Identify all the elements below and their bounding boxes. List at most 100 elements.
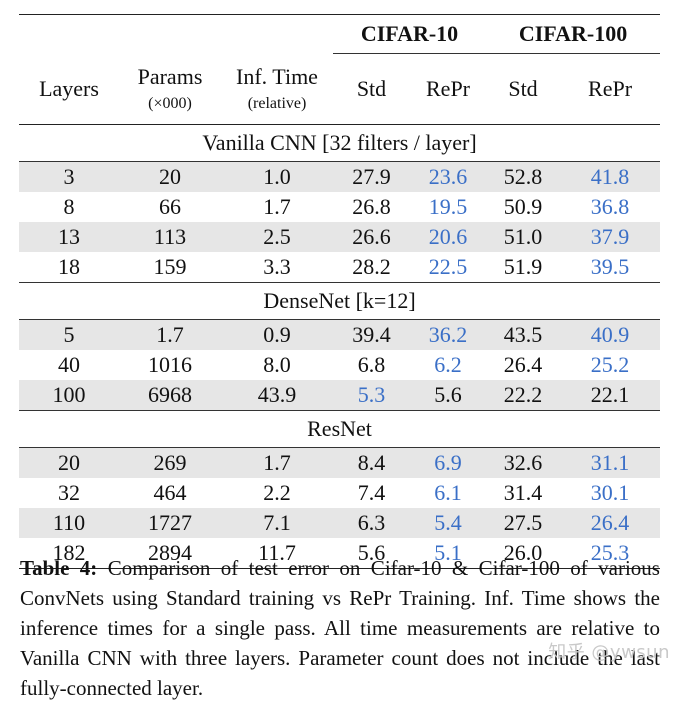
section-header-row: DenseNet [k=12]: [19, 282, 661, 320]
results-table: CIFAR-10 CIFAR-100 Layers Params (×000) …: [19, 14, 661, 569]
params-cell: 159: [153, 254, 187, 279]
cifar100-repr-cell: 31.1: [560, 447, 661, 478]
params-cell: 1.7: [119, 319, 221, 350]
layers-cell: 182: [19, 538, 119, 569]
table-row: 182 2894 11.7 5.6 5.1 26.0 25.3: [19, 538, 661, 569]
layers-cell: 40: [58, 352, 80, 377]
params-cell: 2894: [119, 538, 221, 569]
cifar10-std-cell: 5.6: [333, 538, 410, 569]
cifar100-repr-cell: 40.9: [560, 319, 661, 350]
cifar100-std-cell: 43.5: [486, 319, 561, 350]
params-cell: 269: [119, 447, 221, 478]
params-cell: 66: [159, 194, 181, 219]
cifar100-repr-cell: 25.3: [560, 538, 661, 569]
cifar10-repr-cell: 5.6: [410, 380, 487, 411]
cifar10-std-cell: 39.4: [333, 319, 410, 350]
params-cell: 1727: [119, 508, 221, 538]
cifar100-repr-cell: 26.4: [560, 508, 661, 538]
cifar100-std-cell: 26.0: [486, 538, 561, 569]
inf-time-header-unit: (relative): [247, 95, 307, 113]
cifar10-std-cell: 6.3: [333, 508, 410, 538]
cifar10-repr-cell: 5.4: [410, 508, 487, 538]
cifar100-std-cell: 27.5: [486, 508, 561, 538]
section-title: DenseNet [k=12]: [19, 282, 661, 320]
cifar100-std-cell: 51.0: [486, 222, 561, 252]
layers-cell: 32: [58, 480, 80, 505]
cifar10-std-cell: 26.8: [352, 194, 391, 219]
watermark: 知乎 @ywsun: [548, 642, 670, 663]
layers-cell: 18: [58, 254, 80, 279]
cifar100-std-cell: 51.9: [503, 254, 543, 279]
caption-label: Table 4:: [20, 556, 98, 580]
cifar100-repr-cell: 37.9: [560, 222, 661, 252]
cifar10-repr-cell: 5.1: [410, 538, 487, 569]
inf-time-cell: 1.0: [221, 161, 333, 192]
cifar10-repr-cell: 20.6: [410, 222, 487, 252]
inf-time-cell: 2.5: [221, 222, 333, 252]
cifar100-repr-cell: 30.1: [590, 480, 630, 505]
table-row: 8 66 1.7 26.8 19.5 50.9 36.8: [19, 192, 660, 222]
cifar100-std-cell: 52.8: [486, 161, 561, 192]
layers-cell: 13: [19, 222, 119, 252]
table-row: 13 113 2.5 26.6 20.6 51.0 37.9: [19, 222, 661, 252]
inf-time-cell: 1.7: [263, 194, 291, 219]
layers-header: Layers: [19, 53, 119, 125]
inf-time-cell: 11.7: [221, 538, 333, 569]
inf-time-cell: 43.9: [221, 380, 333, 411]
section-title: Vanilla CNN [32 filters / layer]: [19, 124, 661, 162]
cifar10-std-cell: 27.9: [333, 161, 410, 192]
cifar10-std-cell: 26.6: [333, 222, 410, 252]
column-header-row: Layers Params (×000) Inf. Time (relative…: [19, 53, 661, 125]
params-cell: 113: [119, 222, 221, 252]
cifar100-std-cell: 31.4: [503, 480, 543, 505]
layers-cell: 3: [19, 161, 119, 192]
cifar10-repr-cell: 19.5: [428, 194, 468, 219]
cifar10-std-header: Std: [333, 53, 410, 125]
table-row: 5 1.7 0.9 39.4 36.2 43.5 40.9: [19, 319, 661, 350]
cifar10-std-cell: 28.2: [352, 254, 391, 279]
params-cell: 1016: [148, 352, 192, 377]
section-title: ResNet: [19, 410, 661, 448]
cifar100-std-cell: 50.9: [503, 194, 543, 219]
cifar10-std-cell: 5.3: [333, 380, 410, 411]
layers-cell: 110: [19, 508, 119, 538]
cifar10-std-cell: 7.4: [357, 480, 386, 505]
cifar100-std-cell: 32.6: [486, 447, 561, 478]
cifar10-repr-cell: 22.5: [428, 254, 468, 279]
cifar10-repr-header: RePr: [410, 53, 487, 125]
layers-cell: 20: [19, 447, 119, 478]
caption-text: Comparison of test error on Cifar-10 & C…: [20, 556, 660, 700]
section-header-row: ResNet: [19, 410, 661, 448]
cifar100-std-cell: 22.2: [486, 380, 561, 411]
inf-time-cell: 2.2: [263, 480, 291, 505]
cifar10-repr-cell: 6.9: [410, 447, 487, 478]
params-header-label: Params: [137, 63, 203, 89]
cifar100-repr-cell: 39.5: [590, 254, 630, 279]
cifar100-group-header: CIFAR-100: [486, 14, 661, 54]
cifar100-repr-cell: 41.8: [560, 161, 661, 192]
group-header-row: CIFAR-10 CIFAR-100: [19, 14, 661, 54]
cifar10-group-header: CIFAR-10: [333, 14, 487, 54]
table-row: 32 464 2.2 7.4 6.1 31.4 30.1: [19, 478, 660, 508]
cifar10-std-cell: 8.4: [333, 447, 410, 478]
params-cell: 464: [153, 480, 187, 505]
params-cell: 20: [119, 161, 221, 192]
table-row: 18 159 3.3 28.2 22.5 51.9 39.5: [19, 252, 660, 283]
cifar10-std-cell: 6.8: [357, 352, 386, 377]
cifar100-std-header: Std: [486, 53, 561, 125]
params-header: Params (×000): [119, 53, 221, 125]
table-caption: Table 4: Comparison of test error on Cif…: [20, 553, 660, 703]
section-header-row: Vanilla CNN [32 filters / layer]: [19, 124, 661, 162]
cifar100-std-cell: 26.4: [503, 352, 543, 377]
params-header-unit: (×000): [148, 95, 192, 113]
params-cell: 6968: [119, 380, 221, 411]
cifar10-repr-cell: 36.2: [410, 319, 487, 350]
inf-time-header: Inf. Time (relative): [221, 53, 333, 125]
inf-time-cell: 3.3: [263, 254, 291, 279]
cifar100-repr-cell: 36.8: [590, 194, 630, 219]
inf-time-header-label: Inf. Time: [236, 63, 318, 89]
table-row: 3 20 1.0 27.9 23.6 52.8 41.8: [19, 161, 661, 192]
table-row: 20 269 1.7 8.4 6.9 32.6 31.1: [19, 447, 661, 478]
cifar10-repr-cell: 6.2: [434, 352, 462, 377]
